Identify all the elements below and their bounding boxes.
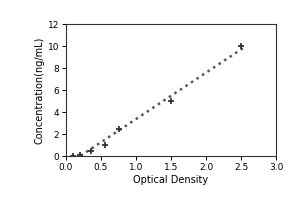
X-axis label: Optical Density: Optical Density (134, 175, 208, 185)
Y-axis label: Concentration(ng/mL): Concentration(ng/mL) (35, 36, 45, 144)
